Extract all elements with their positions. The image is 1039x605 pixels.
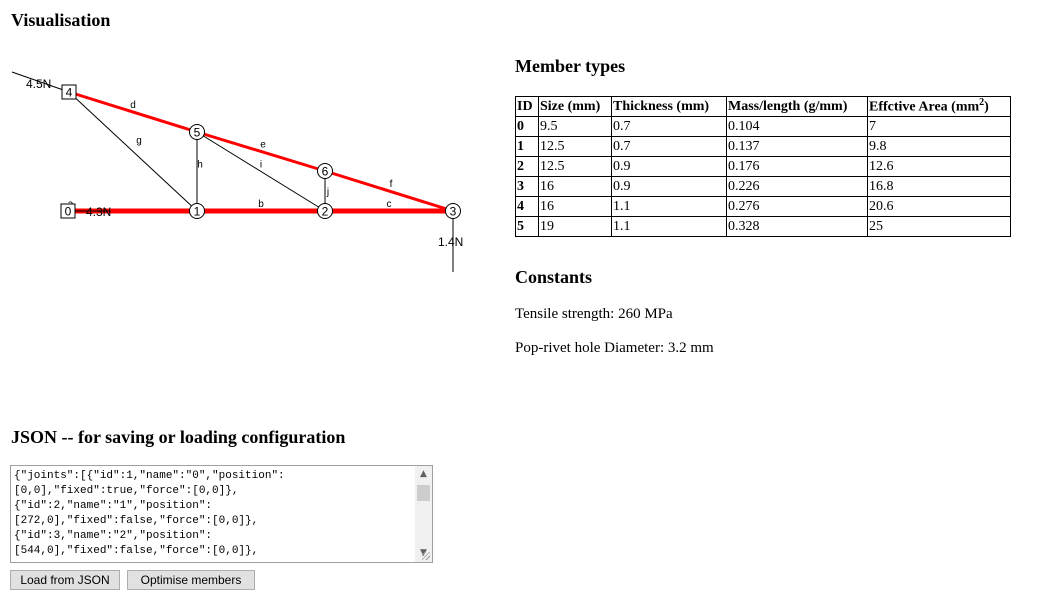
table-cell: 0.104 (726, 116, 868, 137)
member-types-heading: Member types (515, 56, 626, 76)
joint-label-1: 1 (194, 205, 201, 219)
table-cell: 0.137 (726, 136, 868, 157)
member-label-e: e (260, 140, 266, 151)
table-cell: 0.328 (726, 216, 868, 237)
table-cell: 25 (867, 216, 1011, 237)
joint-label-5: 5 (194, 126, 201, 140)
table-cell: 12.5 (538, 136, 612, 157)
member-label-f: f (390, 179, 393, 190)
member-types-table: ID Size (mm) Thickness (mm) Mass/length … (515, 96, 1011, 237)
effective-area-close: ) (984, 99, 989, 115)
json-heading: JSON -- for saving or loading configurat… (11, 427, 346, 447)
table-row: 5 19 1.1 0.328 25 (515, 216, 1011, 237)
row-id-cell: 0 (515, 116, 539, 137)
table-row: 4 16 1.1 0.276 20.6 (515, 196, 1011, 217)
col-header-size: Size (mm) (538, 96, 612, 117)
joint-3[interactable] (445, 203, 461, 219)
row-id-cell: 4 (515, 196, 539, 217)
force-vector-4 (11, 71, 70, 93)
joint-label-3: 3 (450, 205, 457, 219)
table-cell: 1.1 (611, 196, 727, 217)
table-cell: 16.8 (867, 176, 1011, 197)
member-f[interactable] (324, 169, 454, 213)
member-label-g: g (136, 136, 142, 147)
load-from-json-button[interactable]: Load from JSON (10, 570, 120, 590)
table-header-row: ID Size (mm) Thickness (mm) Mass/length … (515, 96, 1011, 117)
resize-grip-icon[interactable] (422, 552, 430, 560)
joint-label-4: 4 (66, 86, 73, 100)
joint-4[interactable] (61, 84, 77, 100)
table-row: 0 9.5 0.7 0.104 7 (515, 116, 1011, 137)
member-label-b: b (258, 199, 264, 210)
table-cell: 12.5 (538, 156, 612, 177)
joint-6[interactable] (317, 163, 333, 179)
table-cell: 12.6 (867, 156, 1011, 177)
constants-heading: Constants (515, 267, 593, 287)
table-cell: 0.7 (611, 116, 727, 137)
optimise-members-button[interactable]: Optimise members (127, 570, 255, 590)
effective-area-label: Effctive Area (mm (869, 99, 980, 115)
json-scrollbar[interactable]: ▲ ▼ (415, 466, 432, 562)
table-cell: 1.1 (611, 216, 727, 237)
member-d[interactable] (68, 90, 198, 134)
table-cell: 0.9 (611, 156, 727, 177)
joint-0[interactable] (60, 203, 76, 219)
table-cell: 9.8 (867, 136, 1011, 157)
col-header-mass-length: Mass/length (g/mm) (726, 96, 868, 117)
joint-label-0: 0 (65, 205, 72, 219)
tensile-strength-text: Tensile strength: 260 MPa (515, 306, 673, 322)
row-id-cell: 5 (515, 216, 539, 237)
joint-1[interactable] (189, 203, 205, 219)
table-cell: 9.5 (538, 116, 612, 137)
col-header-thickness: Thickness (mm) (611, 96, 727, 117)
json-text-content[interactable]: {"joints":[{"id":1,"name":"0","position"… (14, 470, 285, 557)
member-label-h: h (197, 160, 203, 171)
member-label-c: c (387, 199, 392, 210)
table-cell: 0.226 (726, 176, 868, 197)
json-textarea[interactable]: {"joints":[{"id":1,"name":"0","position"… (10, 465, 433, 563)
row-id-cell: 3 (515, 176, 539, 197)
table-row: 1 12.5 0.7 0.137 9.8 (515, 136, 1011, 157)
member-label-d: d (130, 100, 136, 111)
member-e[interactable] (196, 130, 326, 173)
joint-5[interactable] (189, 124, 205, 140)
joint-label-2: 2 (322, 205, 329, 219)
table-cell: 20.6 (867, 196, 1011, 217)
table-cell: 0.176 (726, 156, 868, 177)
member-label-j: j (326, 187, 329, 198)
table-cell: 0.7 (611, 136, 727, 157)
col-header-effective-area: Effctive Area (mm2) (867, 96, 1011, 117)
table-cell: 0.276 (726, 196, 868, 217)
col-header-id: ID (515, 96, 539, 117)
effective-area-exponent: 2 (979, 97, 985, 109)
member-g[interactable] (68, 91, 198, 212)
table-row: 3 16 0.9 0.226 16.8 (515, 176, 1011, 197)
rivet-diameter-text: Pop-rivet hole Diameter: 3.2 mm (515, 340, 714, 356)
joint-label-6: 6 (322, 165, 329, 179)
visualisation-heading: Visualisation (11, 10, 111, 30)
scroll-up-arrow-icon[interactable]: ▲ (420, 469, 427, 479)
table-cell: 7 (867, 116, 1011, 137)
scroll-thumb[interactable] (417, 485, 430, 501)
force-label-0: 4.3N (86, 205, 111, 219)
member-i[interactable] (196, 131, 326, 212)
force-label-4: 4.5N (26, 77, 51, 91)
table-cell: 16 (538, 176, 612, 197)
row-id-cell: 1 (515, 136, 539, 157)
member-label-i: i (260, 160, 262, 171)
table-row: 2 12.5 0.9 0.176 12.6 (515, 156, 1011, 177)
force-label-3: 1.4N (438, 235, 463, 249)
row-id-cell: 2 (515, 156, 539, 177)
joint-2[interactable] (317, 203, 333, 219)
table-cell: 19 (538, 216, 612, 237)
table-cell: 0.9 (611, 176, 727, 197)
table-cell: 16 (538, 196, 612, 217)
